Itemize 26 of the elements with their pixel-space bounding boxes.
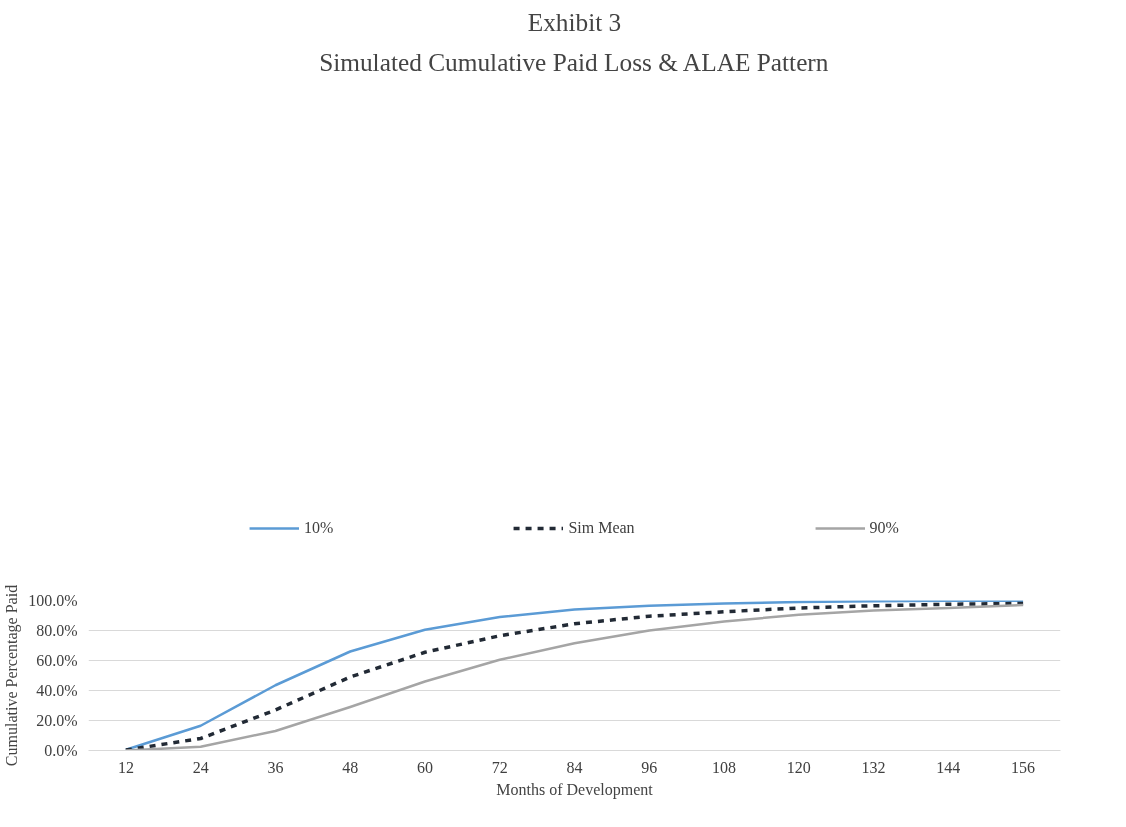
x-tick-label: 144 bbox=[936, 758, 961, 776]
x-axis-title: Months of Development bbox=[496, 780, 654, 799]
chart-title: Exhibit 3 bbox=[527, 7, 622, 36]
legend-label: Sim Mean bbox=[568, 518, 635, 537]
x-tick-label: 120 bbox=[786, 758, 811, 776]
legend-label: 90% bbox=[869, 518, 899, 537]
x-tick-label: 36 bbox=[267, 758, 284, 776]
y-tick-label: 60.0% bbox=[36, 652, 78, 669]
chart-subtitle: Simulated Cumulative Paid Loss & ALAE Pattern bbox=[319, 47, 829, 76]
x-tick-label: 84 bbox=[566, 758, 583, 776]
x-tick-label: 108 bbox=[712, 758, 737, 776]
legend-label: 10% bbox=[304, 518, 334, 537]
y-axis-title: Cumulative Percentage Paid bbox=[3, 584, 22, 767]
x-tick-label: 12 bbox=[117, 758, 134, 776]
x-tick-label: 96 bbox=[641, 758, 658, 776]
x-tick-label: 132 bbox=[861, 758, 886, 776]
y-tick-label: 40.0% bbox=[36, 682, 78, 699]
x-tick-label: 156 bbox=[1011, 758, 1036, 776]
y-tick-label: 20.0% bbox=[36, 712, 78, 729]
x-tick-label: 72 bbox=[491, 758, 508, 776]
y-tick-label: 0.0% bbox=[44, 742, 78, 759]
x-tick-label: 60 bbox=[416, 758, 433, 776]
x-tick-label: 24 bbox=[192, 758, 209, 776]
x-tick-label: 48 bbox=[342, 758, 359, 776]
y-tick-label: 100.0% bbox=[28, 592, 78, 609]
y-tick-label: 80.0% bbox=[36, 622, 78, 639]
